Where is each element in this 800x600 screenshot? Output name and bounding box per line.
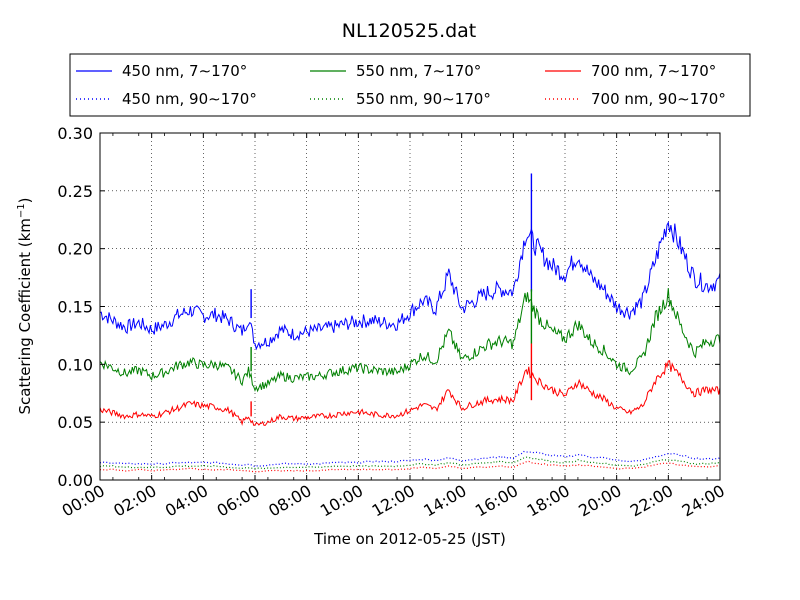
x-tick-label: 24:00 bbox=[679, 481, 728, 521]
x-tick-label: 10:00 bbox=[317, 481, 366, 521]
x-tick-label: 14:00 bbox=[420, 481, 469, 521]
series-line-1 bbox=[99, 450, 721, 468]
legend-box bbox=[69, 53, 751, 117]
y-tick-label: 0.10 bbox=[57, 355, 93, 374]
legend: 450 nm, 7∼170° 450 nm, 90∼170° 550 nm, 7∼1… bbox=[76, 62, 726, 108]
y-tick-label: 0.25 bbox=[57, 182, 93, 201]
series-line-4 bbox=[99, 360, 721, 427]
x-tick-label: 18:00 bbox=[524, 481, 573, 521]
y-tick-label: 0.20 bbox=[57, 240, 93, 259]
y-axis-label-unit-sup: −1 bbox=[16, 203, 27, 218]
y-axis-label: Scattering Coefficient (km−1) bbox=[16, 197, 34, 414]
y-tick-label: 0.05 bbox=[57, 413, 93, 432]
series-line-5 bbox=[100, 460, 721, 473]
legend-label: 550 nm, 90∼170° bbox=[356, 90, 491, 108]
series-layer bbox=[99, 173, 721, 473]
x-tick-label: 04:00 bbox=[162, 481, 211, 521]
legend-label: 450 nm, 7∼170° bbox=[122, 62, 247, 80]
y-tick-label: 0.00 bbox=[57, 471, 93, 490]
y-tick-label: 0.30 bbox=[57, 124, 93, 143]
ticks bbox=[99, 132, 721, 481]
x-tick-label: 06:00 bbox=[214, 481, 263, 521]
y-tick-labels: 0.00 0.05 0.10 0.15 0.20 0.25 0.30 bbox=[57, 124, 93, 490]
x-tick-label: 08:00 bbox=[265, 481, 314, 521]
y-axis-label-text: Scattering Coefficient (km bbox=[16, 218, 34, 414]
legend-label: 450 nm, 90∼170° bbox=[122, 90, 257, 108]
chart-title: NL120525.dat bbox=[342, 20, 477, 42]
legend-label: 700 nm, 7∼170° bbox=[591, 62, 716, 80]
legend-label: 700 nm, 90∼170° bbox=[591, 90, 726, 108]
y-axis-label-close: ) bbox=[16, 197, 34, 203]
x-tick-label: 20:00 bbox=[575, 481, 624, 521]
series-line-0 bbox=[99, 221, 721, 351]
series-line-3 bbox=[99, 456, 721, 470]
x-tick-label: 22:00 bbox=[627, 481, 676, 521]
series-line-2 bbox=[99, 288, 721, 393]
x-tick-label: 02:00 bbox=[110, 481, 159, 521]
grid bbox=[100, 133, 720, 480]
y-tick-label: 0.15 bbox=[57, 298, 93, 317]
x-tick-label: 16:00 bbox=[472, 481, 521, 521]
x-axis-label: Time on 2012-05-25 (JST) bbox=[313, 530, 506, 548]
x-tick-labels: 00:00 02:00 04:00 06:00 08:00 10:00 12:00 14:00… bbox=[59, 481, 728, 521]
legend-label: 550 nm, 7∼170° bbox=[356, 62, 481, 80]
x-tick-label: 12:00 bbox=[369, 481, 418, 521]
